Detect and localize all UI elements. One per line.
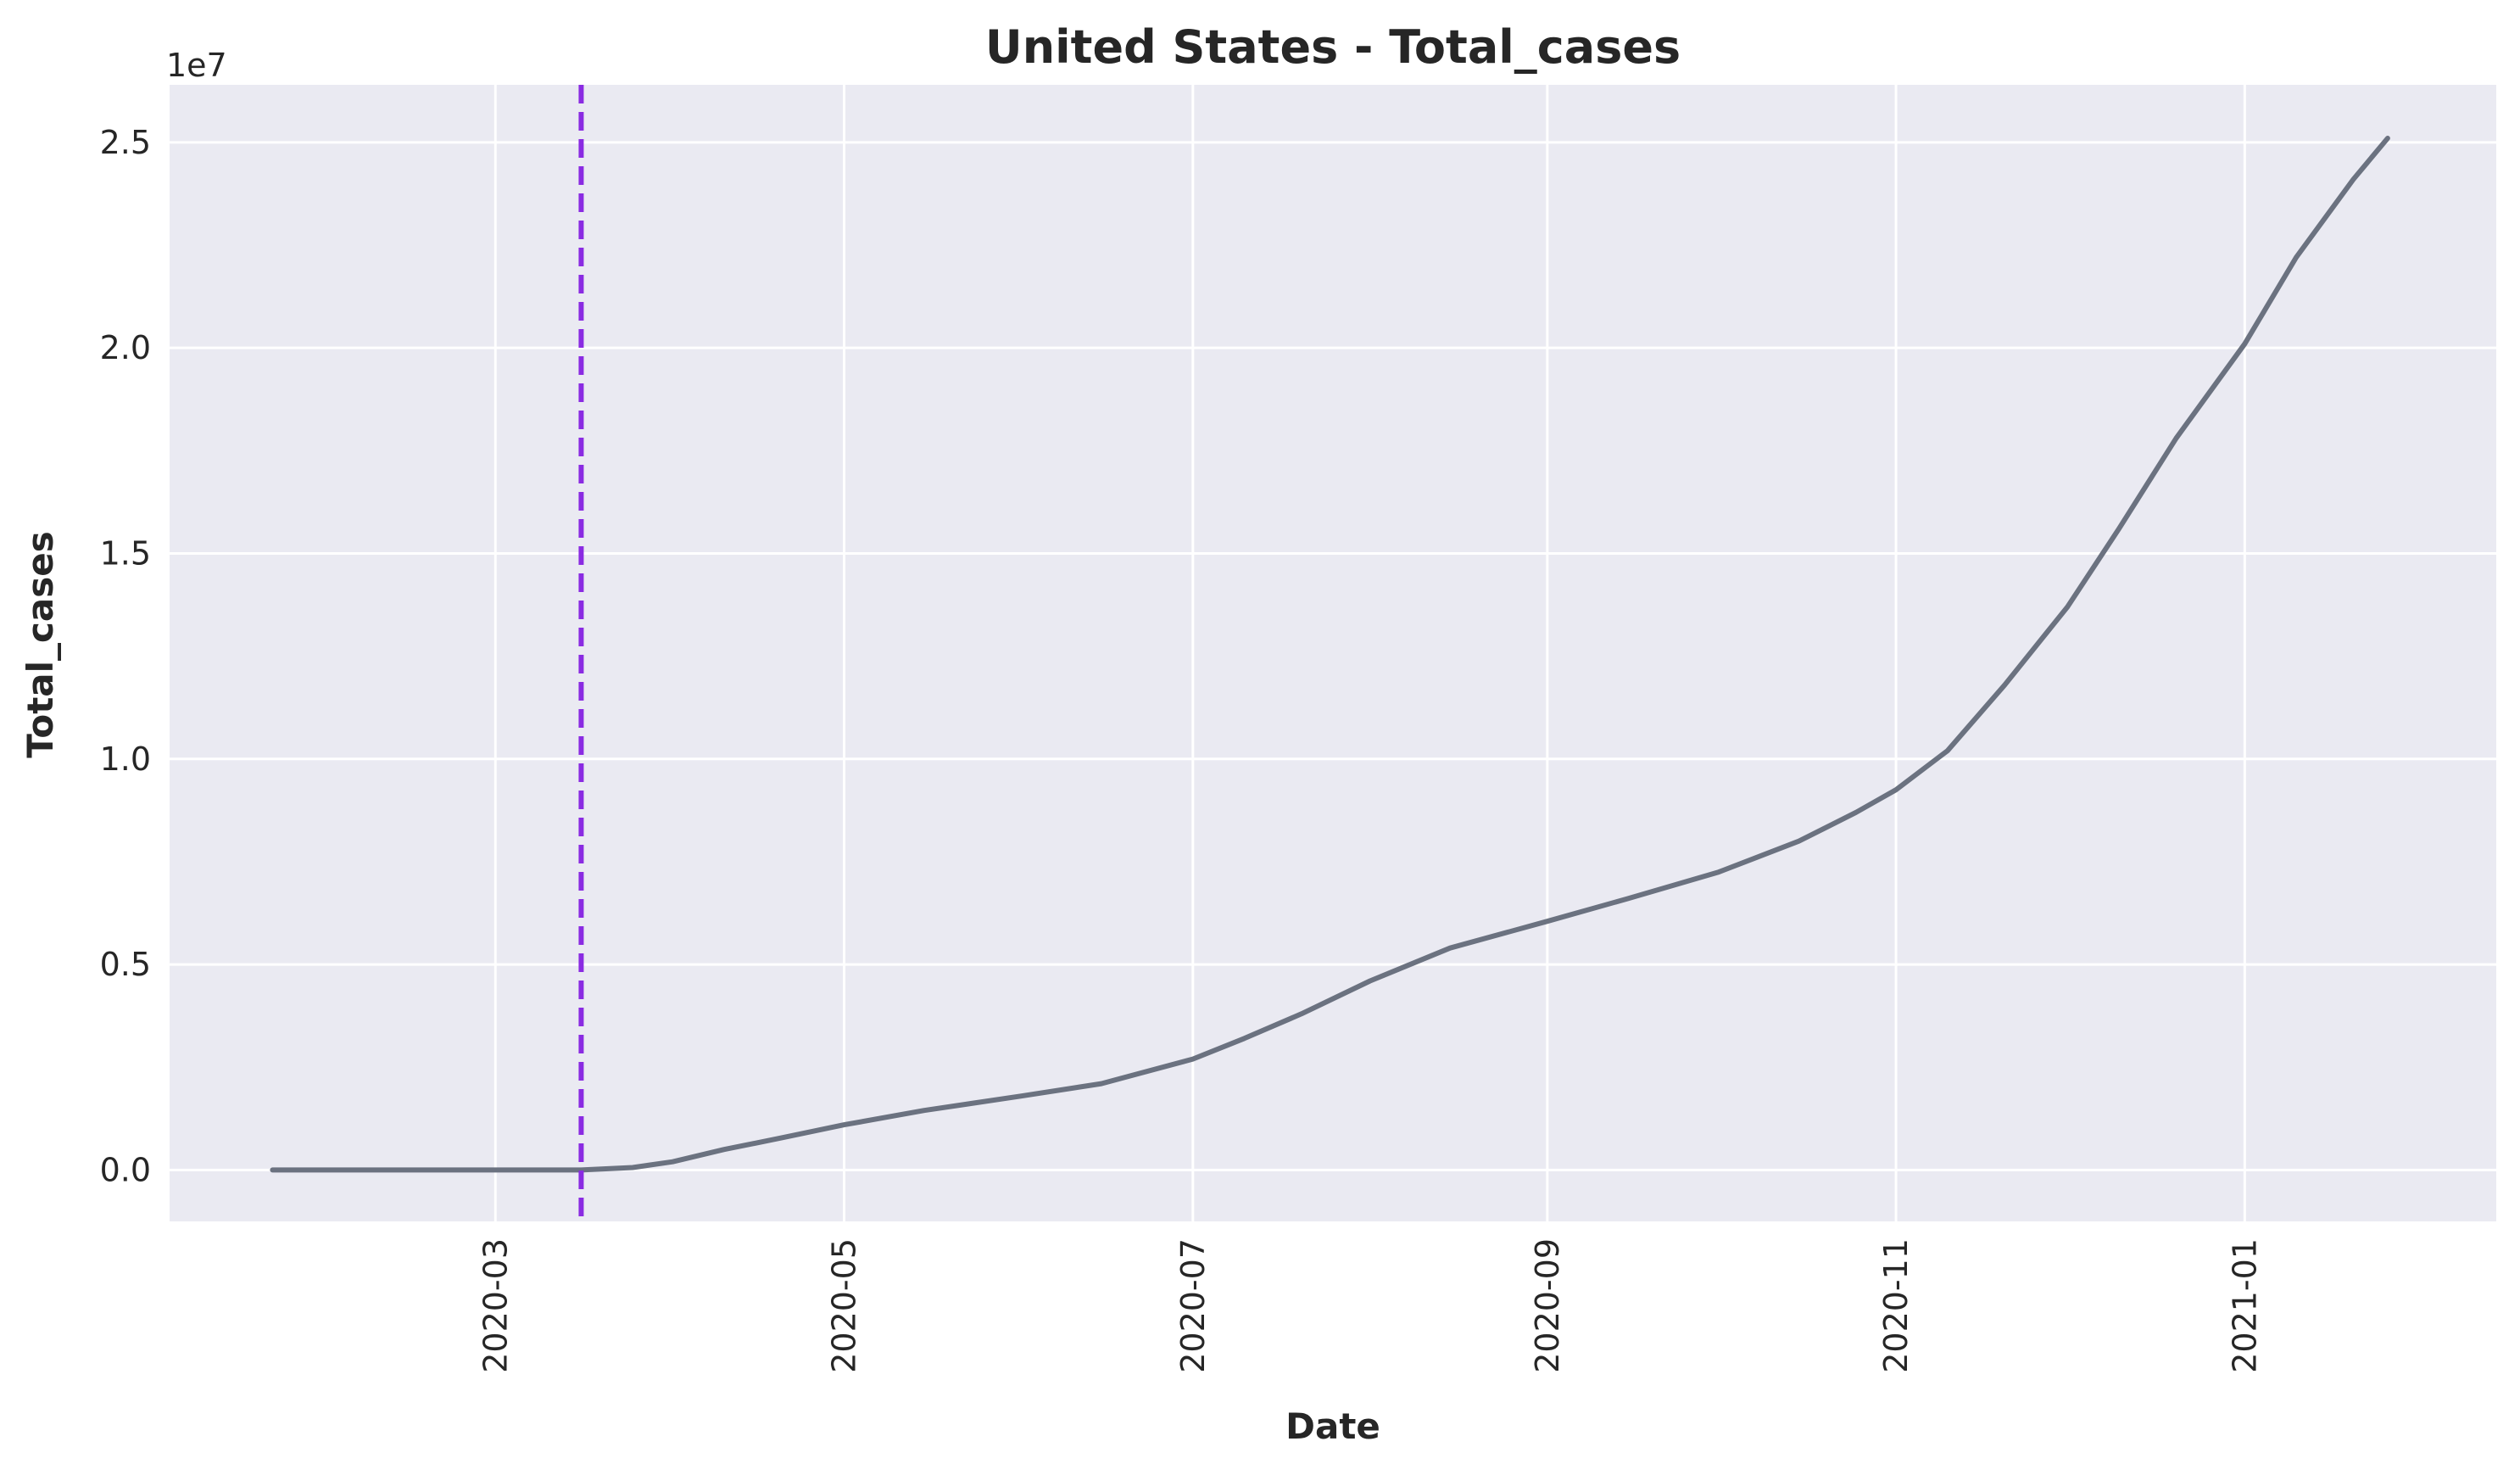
x-tick-labels: 2020-03 2020-05 2020-07 2020-09 2020-11 2021-… [477,1238,2263,1373]
y-tick-label: 1.0 [100,740,151,778]
x-tick-label: 2020-11 [1877,1238,1915,1373]
y-tick-label: 1.5 [100,534,151,572]
y-axis-offset-label: 1e7 [166,47,227,84]
x-tick-label: 2020-09 [1529,1238,1566,1373]
x-axis-label: Date [1285,1405,1380,1447]
y-tick-label: 2.5 [100,124,151,161]
x-tick-label: 2021-01 [2226,1238,2263,1373]
x-tick-label: 2020-05 [826,1238,863,1373]
y-tick-labels: 0.0 0.5 1.0 1.5 2.0 2.5 [100,124,151,1189]
series-line-total-cases [270,136,2390,1173]
plot-area [170,85,2496,1221]
y-tick-label: 0.5 [100,946,151,983]
x-gridlines [493,85,2246,1221]
y-tick-label: 0.0 [100,1151,151,1188]
x-tick-label: 2020-03 [477,1238,514,1373]
y-axis-label: Total_cases [20,531,61,757]
y-tick-label: 2.0 [100,329,151,366]
chart-title: United States - Total_cases [985,20,1681,74]
x-tick-label: 2020-07 [1174,1238,1212,1373]
